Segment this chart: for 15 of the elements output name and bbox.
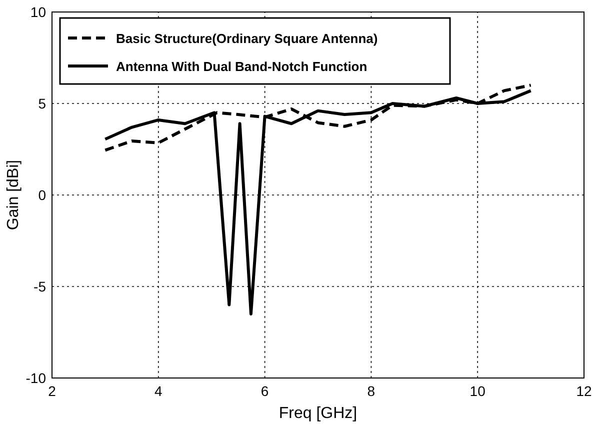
y-tick-label: -5 — [34, 278, 46, 294]
x-tick-label: 10 — [470, 383, 486, 399]
x-tick-label: 6 — [260, 383, 269, 399]
x-tick-label: 12 — [576, 383, 592, 399]
x-tick-label: 8 — [367, 383, 376, 399]
legend-label: Antenna With Dual Band-Notch Function — [116, 59, 368, 74]
y-tick-label: -10 — [26, 370, 46, 386]
x-tick-label: 2 — [48, 383, 56, 399]
legend-label: Basic Structure(Ordinary Square Antenna) — [116, 31, 378, 46]
y-axis-title: Gain [dBi] — [5, 160, 22, 230]
x-tick-label: 4 — [154, 383, 162, 399]
y-tick-label: 10 — [30, 4, 46, 20]
y-tick-label: 5 — [38, 96, 46, 112]
x-axis-title: Freq [GHz] — [278, 405, 358, 422]
y-tick-label: 0 — [38, 187, 46, 203]
